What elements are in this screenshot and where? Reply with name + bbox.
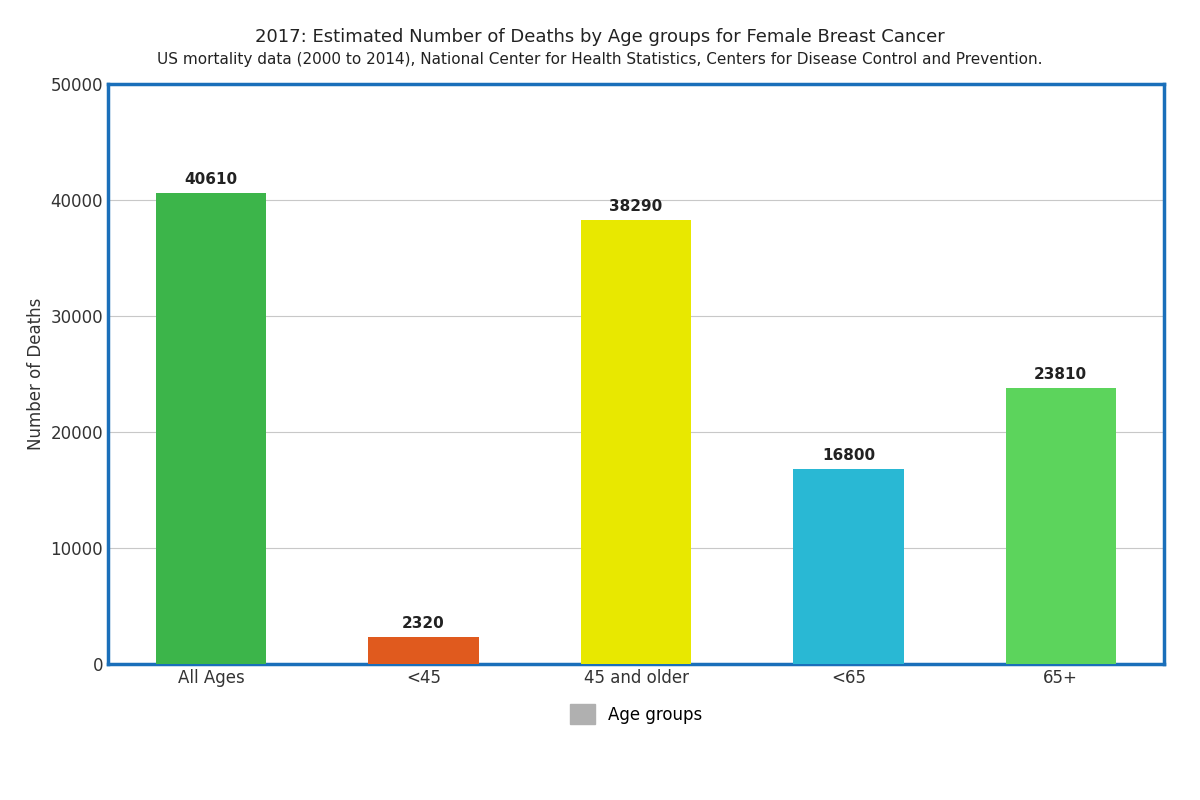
Text: 2320: 2320 (402, 616, 445, 631)
Bar (156, 193, 266, 664)
Text: US mortality data (2000 to 2014), National Center for Health Statistics, Centers: US mortality data (2000 to 2014), Nation… (157, 52, 1043, 67)
Text: 38290: 38290 (610, 199, 662, 214)
Text: 2017: Estimated Number of Deaths by Age groups for Female Breast Cancer: 2017: Estimated Number of Deaths by Age … (256, 28, 944, 46)
Bar (581, 220, 691, 664)
Text: 23810: 23810 (1034, 367, 1087, 382)
Text: 16800: 16800 (822, 448, 875, 463)
Bar (368, 637, 479, 664)
Bar (793, 469, 904, 664)
Legend: Age groups: Age groups (563, 698, 709, 731)
Y-axis label: Number of Deaths: Number of Deaths (26, 298, 44, 450)
Bar (1006, 388, 1116, 664)
Text: 40610: 40610 (185, 172, 238, 187)
